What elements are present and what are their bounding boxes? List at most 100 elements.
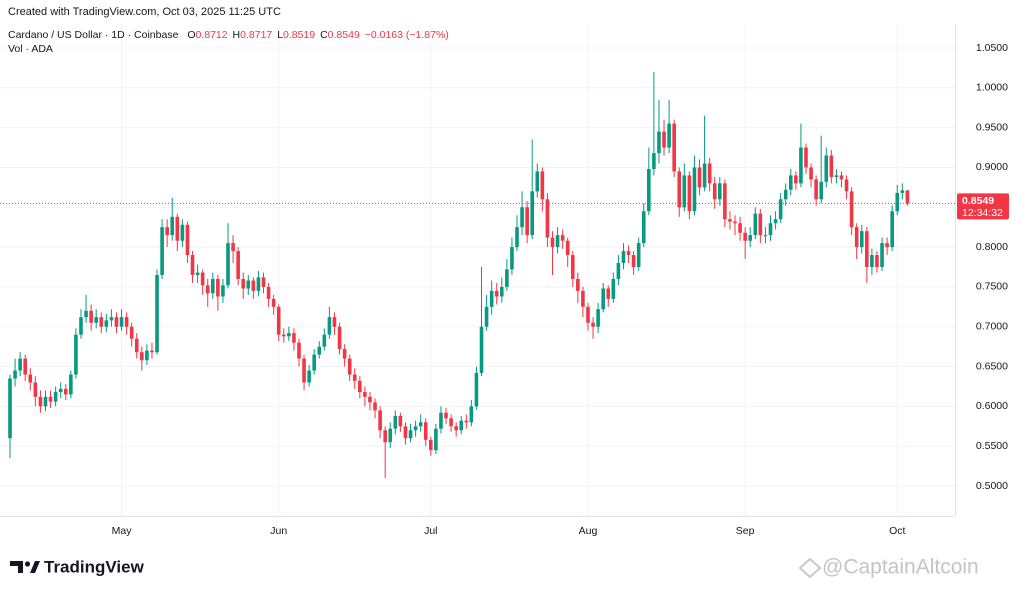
candle-body [155,274,159,353]
candle-body [576,278,580,291]
candle-body [520,207,524,228]
candle-body [712,183,717,200]
candle-body [398,415,403,427]
candle-body [758,213,763,236]
candle-body [74,334,78,375]
candle-body [591,322,595,327]
candle-body [581,290,585,307]
brand-logo: TradingView [10,557,145,576]
candle-body [611,278,616,299]
candle-body [195,272,200,275]
candle-body [48,396,53,402]
candle-body [89,310,93,323]
candle-body [499,286,504,297]
candle-body [94,317,98,323]
candle-body [464,420,469,423]
volume-legend: Vol · ADA [8,43,53,55]
candle-body [672,123,676,172]
candle-body [221,285,225,297]
candle-body [819,181,823,200]
axis-labels: 0.5000 0.5500 0.6000 0.6500 0.7000 0.7500 0.80… [112,42,1009,537]
x-tick-label: Jul [424,525,437,537]
candle-body [434,428,438,451]
logo-mark [24,561,31,567]
candle-body [160,227,164,275]
x-tick-label: Sep [736,525,755,537]
candle-body [743,232,747,241]
candle-body [469,406,474,423]
candle-body [114,317,119,327]
candle-body [662,131,666,148]
candle-body [134,338,139,353]
candle-body [378,410,382,431]
candle-body [418,422,423,427]
candle-body [449,418,453,427]
y-tick-label: 0.9500 [976,121,1008,133]
candle-body [616,263,621,279]
candle-body [550,237,555,248]
candle-body [773,219,778,224]
candle-body [753,213,758,236]
y-tick-label: 0.5500 [976,440,1008,452]
y-tick-label: 1.0000 [976,82,1008,94]
candle-body [854,227,859,248]
candle-body [783,189,788,200]
candle-body [18,358,22,371]
candle-body [104,320,109,327]
x-tick-label: Aug [579,525,598,537]
candle-body [145,350,149,361]
candle-body [205,285,210,294]
candle-body [302,358,306,383]
ohlc-key: H [233,29,241,41]
candle-body [636,243,641,268]
candle-body [347,358,352,375]
candle-body [723,183,727,220]
candle-body [317,346,322,355]
candle-body [408,430,413,439]
candle-body [647,169,651,212]
candle-body [53,392,58,402]
candle-body [307,370,311,383]
candle-body [33,382,38,397]
candle-body [515,227,519,248]
candle-body [99,317,104,327]
candle-body [281,334,286,337]
watermark: @CaptainAltcoin [798,556,979,579]
candle-body [256,277,261,291]
candle-body [601,288,605,310]
candle-body [525,207,529,236]
candle-body [454,426,458,431]
last-price-label: 0.8549 [962,195,994,207]
candle-body [510,247,514,270]
candle-body [170,216,175,236]
candle-body [890,211,894,248]
candle-body [8,378,12,439]
candle-body [474,372,479,407]
candle-body [439,412,443,429]
candle-body [13,370,17,379]
candle-body [292,333,296,343]
candle-body [885,243,889,248]
candle-body [859,231,864,248]
candle-body [682,175,687,208]
candle-body [358,380,362,393]
candle-body [733,221,737,224]
y-tick-label: 0.7000 [976,321,1008,333]
candle-body [363,392,367,397]
change: −0.0163 (−1.87%) [365,29,449,41]
watermark-icon [798,557,822,579]
candle-body [69,374,73,395]
candle-body [287,333,291,337]
candle-body [834,175,839,178]
candle-body [459,420,464,431]
candle-body [332,317,337,327]
candle-body [444,412,448,419]
candle-body [297,342,301,359]
candle-body [185,224,190,256]
x-tick-label: May [112,525,133,537]
candle-body [226,243,230,286]
candle-body [560,235,565,241]
ohlc-key: C [320,29,328,41]
candle-body [702,163,707,188]
candle-body [140,352,144,361]
